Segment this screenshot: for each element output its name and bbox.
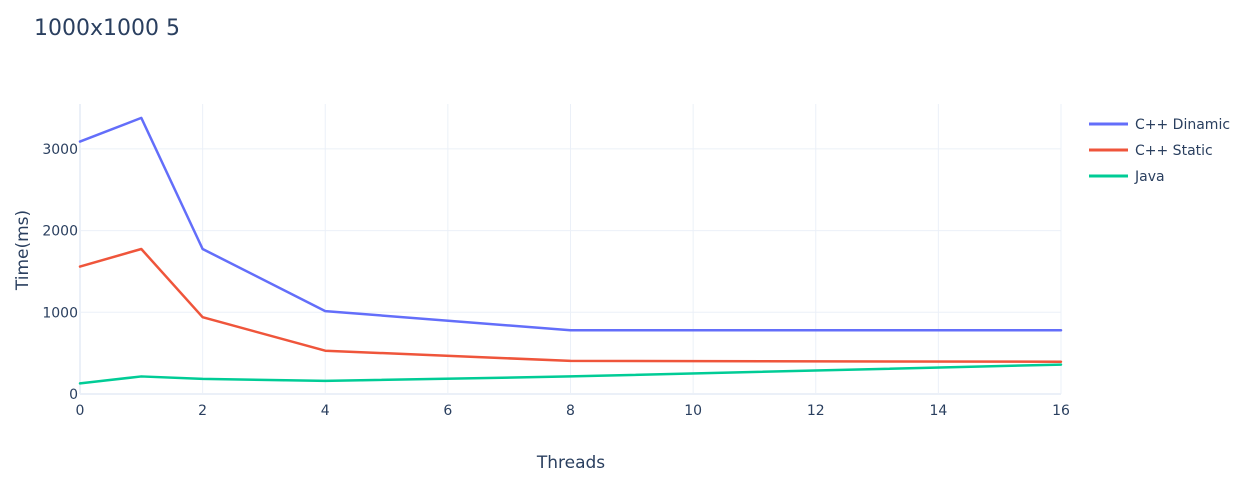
legend[interactable]: C++ Dinamic C++ Static Java: [1089, 117, 1230, 185]
legend-label: Java: [1134, 169, 1165, 185]
legend-item[interactable]: C++ Dinamic: [1089, 117, 1230, 133]
y-tick-label: 2000: [42, 224, 78, 240]
x-tick-label: 2: [198, 403, 207, 419]
legend-label: C++ Static: [1135, 143, 1213, 159]
y-tick-label: 0: [69, 387, 78, 403]
x-tick-label: 4: [321, 403, 330, 419]
series-line-1: [78, 247, 1063, 363]
x-tick-label: 0: [76, 403, 85, 419]
x-tick-label: 10: [684, 403, 702, 419]
x-tick-label: 12: [807, 403, 825, 419]
grid-lines: [79, 104, 1062, 395]
series-lines: [78, 116, 1063, 385]
y-tick-label: 1000: [42, 305, 78, 321]
y-tick-label: 3000: [42, 142, 78, 158]
x-axis-title: Threads: [536, 453, 605, 473]
series-line-0: [78, 116, 1063, 332]
x-tick-label: 8: [566, 403, 575, 419]
x-tick-label: 16: [1052, 403, 1070, 419]
x-tick-labels: 0 2 4 6 8 10 12 14 16: [76, 403, 1070, 419]
legend-item[interactable]: Java: [1089, 169, 1165, 185]
x-tick-label: 14: [929, 403, 947, 419]
y-tick-labels: 0 1000 2000 3000: [42, 142, 78, 403]
series-line-2: [78, 363, 1063, 385]
x-tick-label: 6: [443, 403, 452, 419]
chart-title: 1000x1000 5: [34, 16, 180, 41]
y-axis-title: Time(ms): [13, 210, 33, 291]
legend-label: C++ Dinamic: [1135, 117, 1230, 133]
legend-item[interactable]: C++ Static: [1089, 143, 1213, 159]
